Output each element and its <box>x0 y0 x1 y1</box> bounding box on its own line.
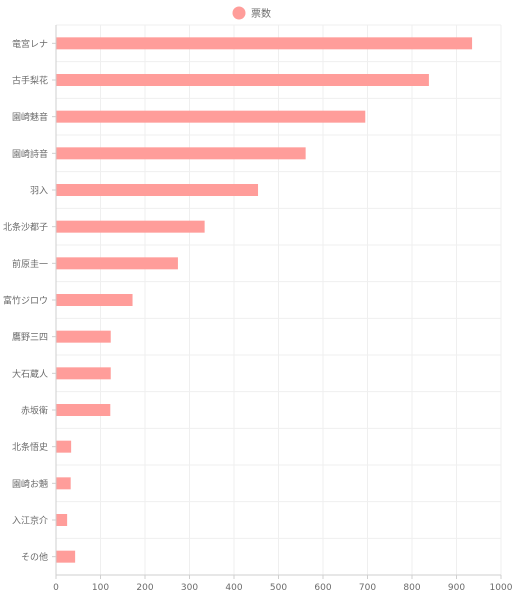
category-label: 羽入 <box>30 186 48 197</box>
category-label: 入江京介 <box>12 515 48 527</box>
category-label: 園崎詩音 <box>12 148 48 160</box>
category-label: 前原圭一 <box>12 258 48 270</box>
x-tick-label: 800 <box>403 583 420 593</box>
category-label: 北条沙都子 <box>3 221 48 233</box>
x-tick-label: 300 <box>181 583 198 593</box>
legend-swatch-votes <box>232 6 246 20</box>
category-label: 鷹野三四 <box>12 331 48 343</box>
bars <box>56 37 473 563</box>
bar[interactable] <box>56 220 205 233</box>
bar[interactable] <box>56 110 366 123</box>
bar[interactable] <box>56 74 429 86</box>
category-label: 北条悟史 <box>12 441 48 453</box>
category-label: 園崎お魎 <box>12 478 48 490</box>
bar[interactable] <box>56 514 68 526</box>
bar[interactable] <box>56 37 473 50</box>
bar[interactable] <box>56 184 259 196</box>
category-labels: 竜宮レナ古手梨花園崎魅音園崎詩音羽入北条沙都子前原圭一富竹ジロウ鷹野三四大石蔵人… <box>3 38 56 563</box>
bar[interactable] <box>56 367 111 380</box>
x-tick-label: 200 <box>136 583 153 593</box>
category-label: 赤坂衛 <box>21 405 48 417</box>
x-tick-label: 600 <box>314 583 331 593</box>
bar[interactable] <box>56 330 111 343</box>
x-tick-label: 700 <box>359 583 376 593</box>
x-tick-label: 500 <box>270 583 287 593</box>
bar[interactable] <box>56 440 72 453</box>
legend: 票数 <box>232 6 271 20</box>
x-axis: 0 100 200 300 400 500 600 700 800 900 1000 <box>53 25 513 593</box>
bar[interactable] <box>56 257 178 270</box>
x-tick-label: 900 <box>448 583 465 593</box>
category-label: 大石蔵人 <box>12 368 48 380</box>
bar[interactable] <box>56 294 133 306</box>
x-tick-label: 100 <box>92 583 109 593</box>
x-tick-label: 0 <box>53 583 59 593</box>
category-label: 古手梨花 <box>12 75 48 87</box>
x-tick-label: 400 <box>225 583 242 593</box>
category-label: 園崎魅音 <box>12 111 48 123</box>
x-tick-label: 1000 <box>490 583 513 593</box>
bar[interactable] <box>56 550 76 563</box>
legend-label-votes: 票数 <box>251 7 271 20</box>
category-label: 富竹ジロウ <box>3 295 48 307</box>
bar[interactable] <box>56 404 111 416</box>
category-label: その他 <box>21 551 48 563</box>
category-label: 竜宮レナ <box>12 38 48 50</box>
bar[interactable] <box>56 147 306 160</box>
bar[interactable] <box>56 477 71 490</box>
